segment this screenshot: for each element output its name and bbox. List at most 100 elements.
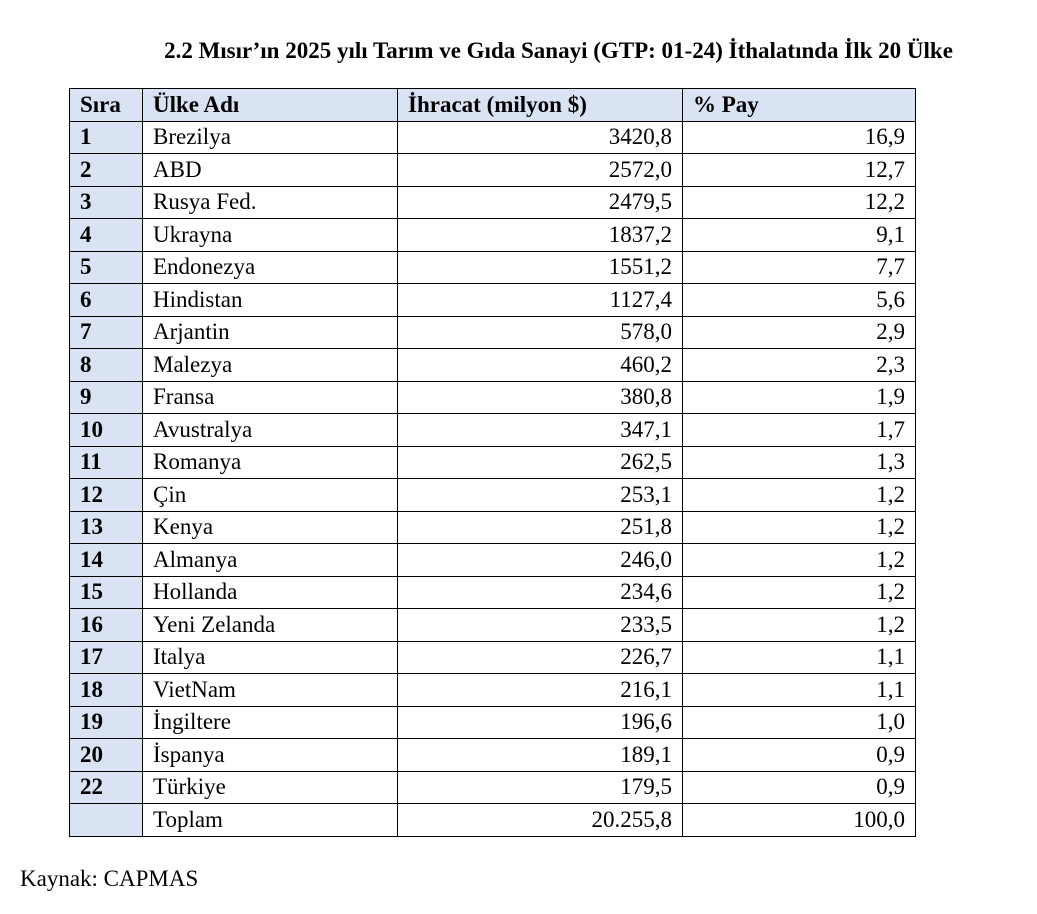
cell-share: 1,1 [682, 640, 916, 674]
cell-share: 1,2 [682, 478, 916, 512]
cell-share: 1,2 [682, 608, 916, 642]
cell-rank: 20 [69, 738, 143, 772]
cell-export-value: 189,1 [397, 738, 683, 772]
table-row: 3 Rusya Fed. 2479,5 12,2 [69, 185, 916, 219]
cell-share: 0,9 [682, 770, 916, 804]
cell-share: 1,2 [682, 543, 916, 577]
cell-country: Italya [142, 640, 398, 674]
cell-export-value: 262,5 [397, 445, 683, 479]
cell-rank: 6 [69, 283, 143, 317]
cell-rank: 14 [69, 543, 143, 577]
table-body: 1 Brezilya 3420,8 16,9 2 ABD 2572,0 12,7 3 Rusya … [69, 120, 916, 837]
table-title: 2.2 Mısır’ın 2025 yılı Tarım ve Gıda San… [164, 38, 953, 63]
cell-share: 12,2 [682, 185, 916, 219]
cell-export-value: 226,7 [397, 640, 683, 674]
cell-rank: 15 [69, 575, 143, 609]
import-countries-table: Sıra Ülke Adı İhracat (milyon $) % Pay 1… [69, 88, 916, 837]
cell-export-value: 246,0 [397, 543, 683, 577]
cell-country: Fransa [142, 380, 398, 414]
cell-country: İspanya [142, 738, 398, 772]
cell-share: 9,1 [682, 218, 916, 252]
cell-rank: 8 [69, 348, 143, 382]
cell-rank: 9 [69, 380, 143, 414]
table-row: 20 İspanya 189,1 0,9 [69, 738, 916, 772]
cell-country: Hollanda [142, 575, 398, 609]
cell-rank: 13 [69, 510, 143, 544]
cell-country: Endonezya [142, 250, 398, 284]
cell-country: Malezya [142, 348, 398, 382]
cell-export-value: 216,1 [397, 673, 683, 707]
cell-export-value: 1127,4 [397, 283, 683, 317]
cell-share: 1,2 [682, 510, 916, 544]
table-row: 1 Brezilya 3420,8 16,9 [69, 120, 916, 154]
total-cell-rank [69, 803, 143, 837]
cell-country: VietNam [142, 673, 398, 707]
cell-country: Çin [142, 478, 398, 512]
cell-export-value: 179,5 [397, 770, 683, 804]
cell-rank: 18 [69, 673, 143, 707]
table-row: 4 Ukrayna 1837,2 9,1 [69, 218, 916, 252]
cell-country: Ukrayna [142, 218, 398, 252]
table-header-row: Sıra Ülke Adı İhracat (milyon $) % Pay [69, 88, 916, 122]
cell-rank: 16 [69, 608, 143, 642]
cell-rank: 7 [69, 315, 143, 349]
cell-country: Yeni Zelanda [142, 608, 398, 642]
cell-country: İngiltere [142, 705, 398, 739]
header-rank: Sıra [69, 88, 143, 122]
cell-export-value: 251,8 [397, 510, 683, 544]
cell-export-value: 1551,2 [397, 250, 683, 284]
cell-country: Türkiye [142, 770, 398, 804]
cell-export-value: 380,8 [397, 380, 683, 414]
cell-rank: 11 [69, 445, 143, 479]
cell-export-value: 2572,0 [397, 153, 683, 187]
table-row: 13 Kenya 251,8 1,2 [69, 510, 916, 544]
cell-rank: 3 [69, 185, 143, 219]
cell-rank: 1 [69, 120, 143, 154]
cell-rank: 2 [69, 153, 143, 187]
cell-country: ABD [142, 153, 398, 187]
cell-export-value: 578,0 [397, 315, 683, 349]
total-cell-share: 100,0 [682, 803, 916, 837]
table-row: 7 Arjantin 578,0 2,9 [69, 315, 916, 349]
cell-export-value: 347,1 [397, 413, 683, 447]
cell-rank: 5 [69, 250, 143, 284]
source-note: Kaynak: CAPMAS [20, 866, 199, 891]
cell-rank: 10 [69, 413, 143, 447]
cell-export-value: 253,1 [397, 478, 683, 512]
cell-share: 2,9 [682, 315, 916, 349]
cell-export-value: 234,6 [397, 575, 683, 609]
cell-country: Arjantin [142, 315, 398, 349]
table-row: 22 Türkiye 179,5 0,9 [69, 770, 916, 804]
table-row: 18 VietNam 216,1 1,1 [69, 673, 916, 707]
cell-share: 1,3 [682, 445, 916, 479]
cell-export-value: 460,2 [397, 348, 683, 382]
table-row: 17 Italya 226,7 1,1 [69, 640, 916, 674]
header-country: Ülke Adı [142, 88, 398, 122]
header-share: % Pay [682, 88, 916, 122]
cell-export-value: 196,6 [397, 705, 683, 739]
cell-share: 1,7 [682, 413, 916, 447]
table-row: 6 Hindistan 1127,4 5,6 [69, 283, 916, 317]
cell-export-value: 3420,8 [397, 120, 683, 154]
table-row: 11 Romanya 262,5 1,3 [69, 445, 916, 479]
cell-export-value: 1837,2 [397, 218, 683, 252]
cell-share: 2,3 [682, 348, 916, 382]
cell-country: Rusya Fed. [142, 185, 398, 219]
table-row: 15 Hollanda 234,6 1,2 [69, 575, 916, 609]
cell-share: 1,9 [682, 380, 916, 414]
total-cell-export-value: 20.255,8 [397, 803, 683, 837]
cell-rank: 17 [69, 640, 143, 674]
total-cell-country: Toplam [142, 803, 398, 837]
cell-share: 1,1 [682, 673, 916, 707]
cell-country: Brezilya [142, 120, 398, 154]
table-row: 8 Malezya 460,2 2,3 [69, 348, 916, 382]
cell-share: 12,7 [682, 153, 916, 187]
cell-country: Almanya [142, 543, 398, 577]
cell-rank: 19 [69, 705, 143, 739]
cell-rank: 12 [69, 478, 143, 512]
cell-rank: 4 [69, 218, 143, 252]
cell-export-value: 2479,5 [397, 185, 683, 219]
cell-share: 0,9 [682, 738, 916, 772]
cell-rank: 22 [69, 770, 143, 804]
cell-export-value: 233,5 [397, 608, 683, 642]
